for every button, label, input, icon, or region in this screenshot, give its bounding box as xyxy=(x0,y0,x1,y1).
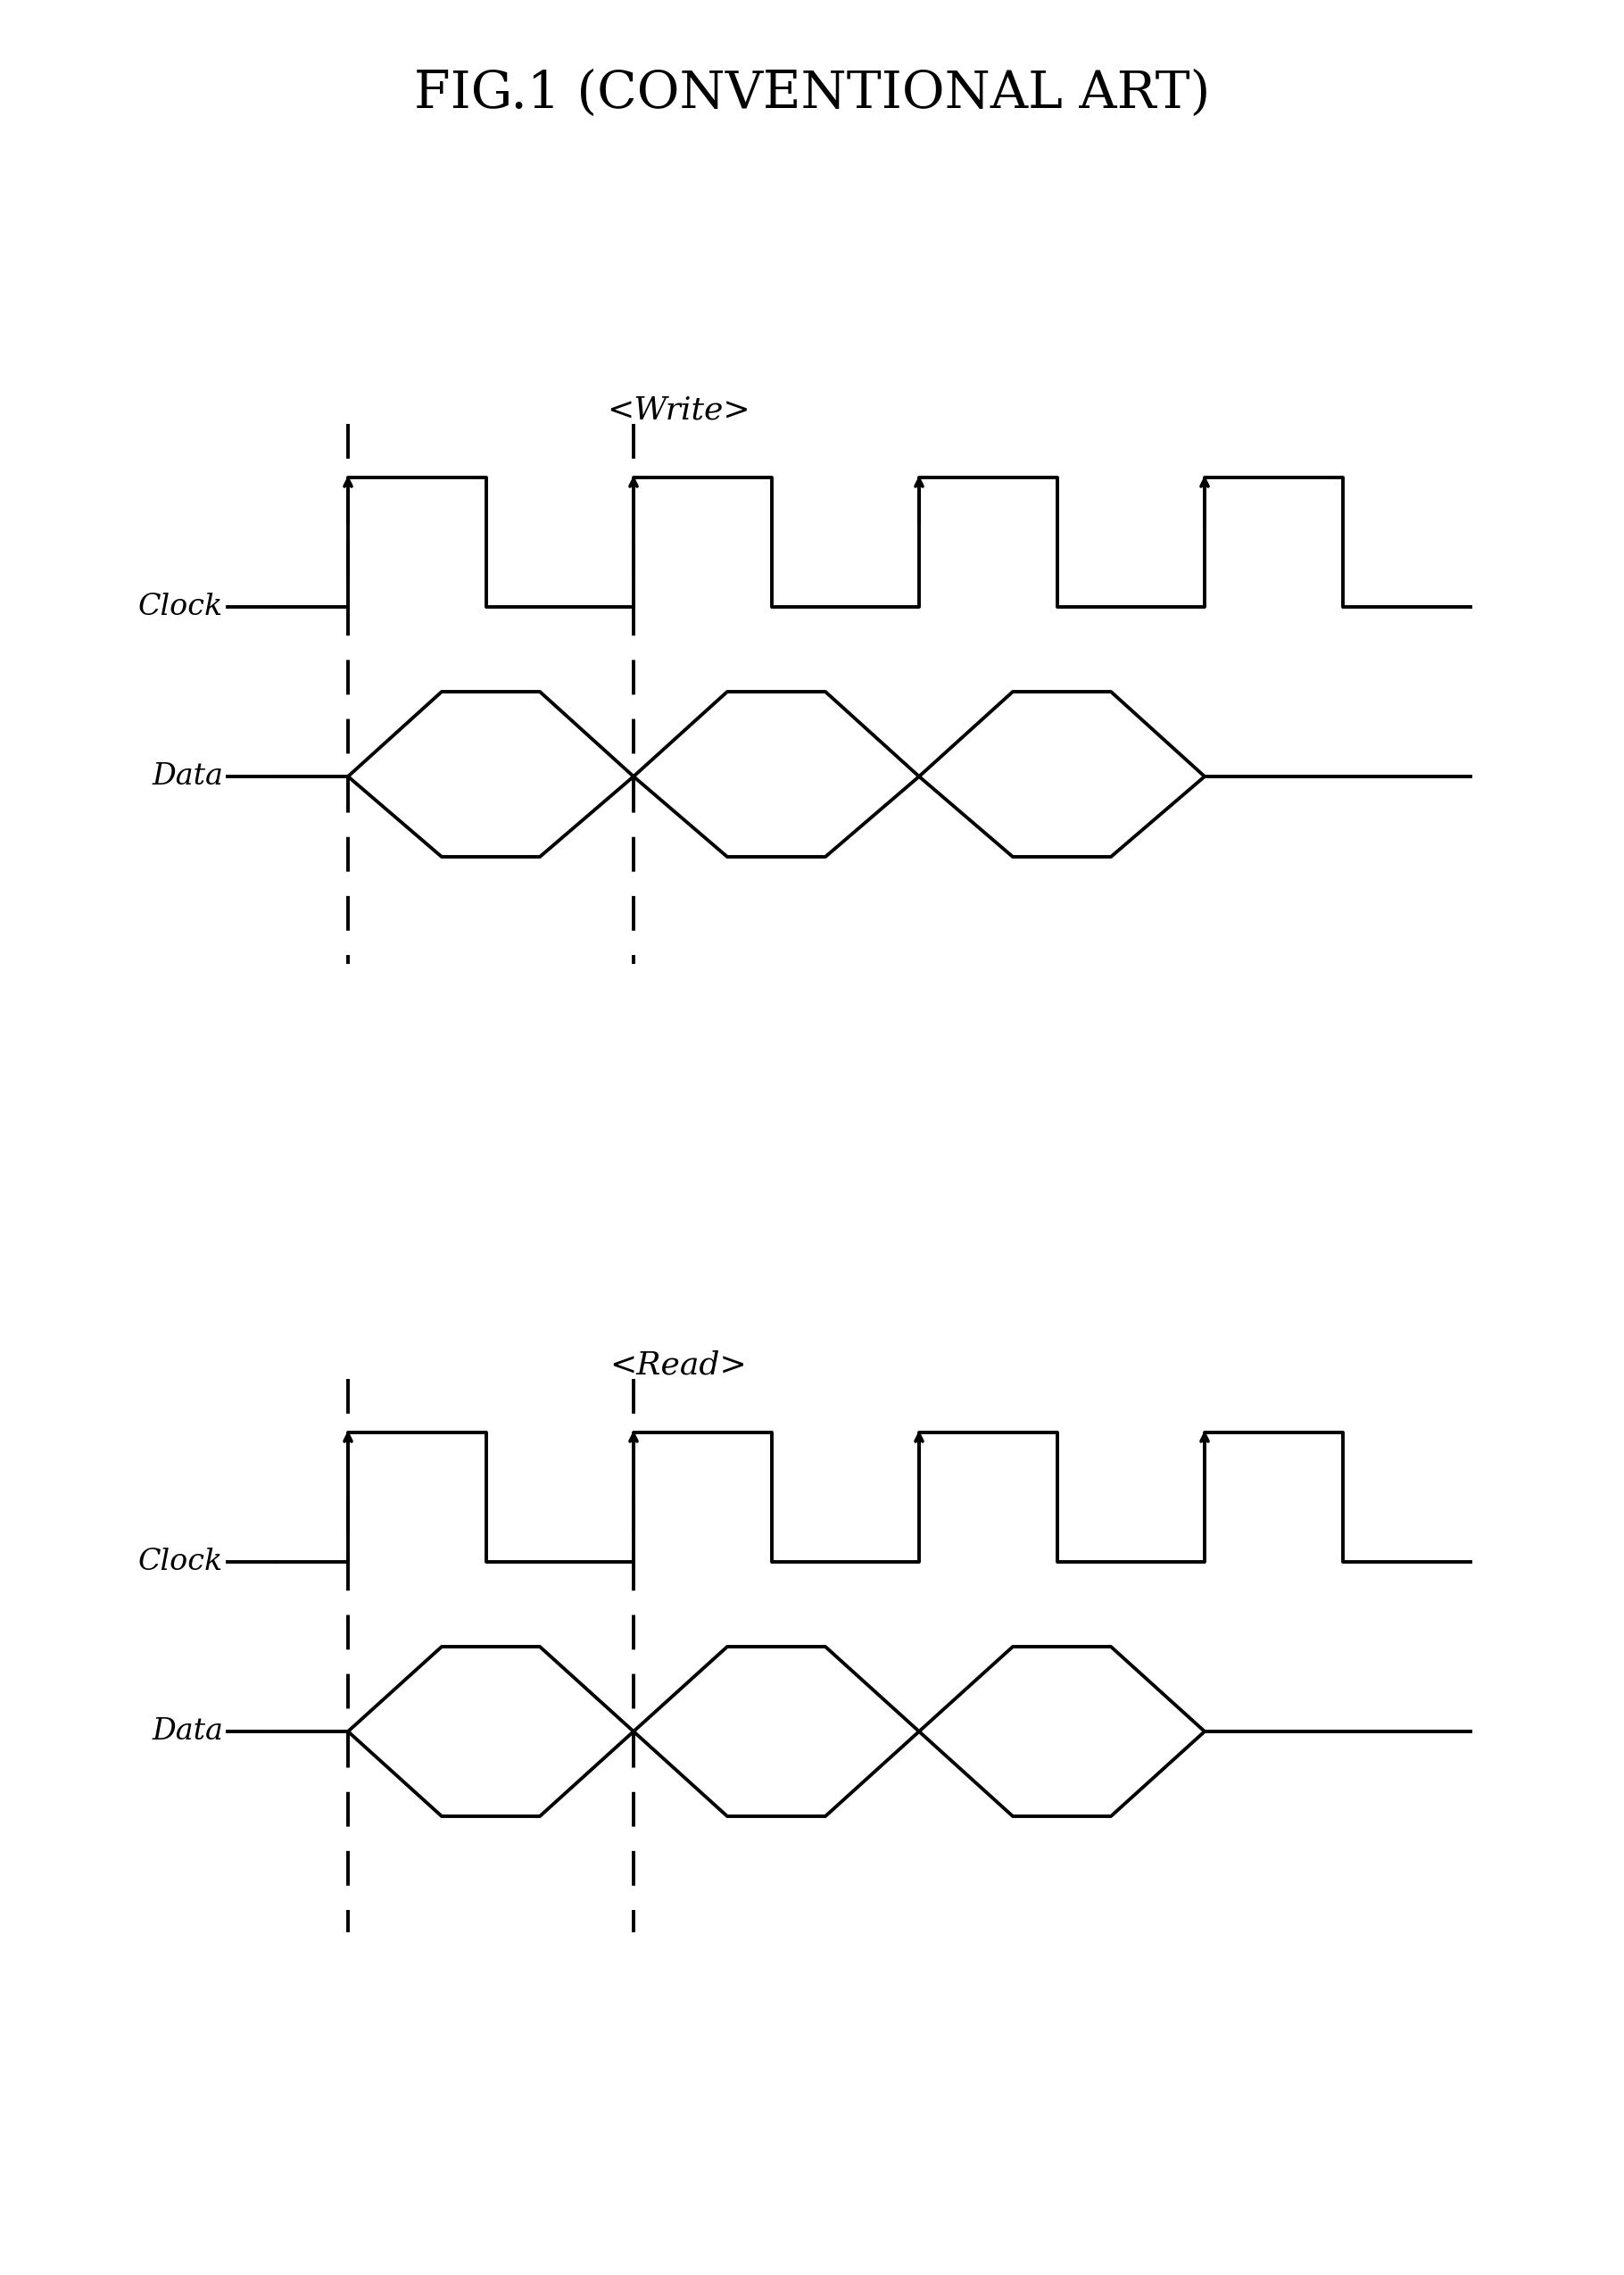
Text: Clock: Clock xyxy=(138,592,222,621)
Text: FIG.1 (CONVENTIONAL ART): FIG.1 (CONVENTIONAL ART) xyxy=(414,68,1210,118)
Text: Clock: Clock xyxy=(138,1547,222,1577)
Text: <Read>: <Read> xyxy=(609,1351,747,1381)
Text: <Write>: <Write> xyxy=(606,396,750,425)
Text: Data: Data xyxy=(151,762,222,792)
Text: Data: Data xyxy=(151,1718,222,1745)
